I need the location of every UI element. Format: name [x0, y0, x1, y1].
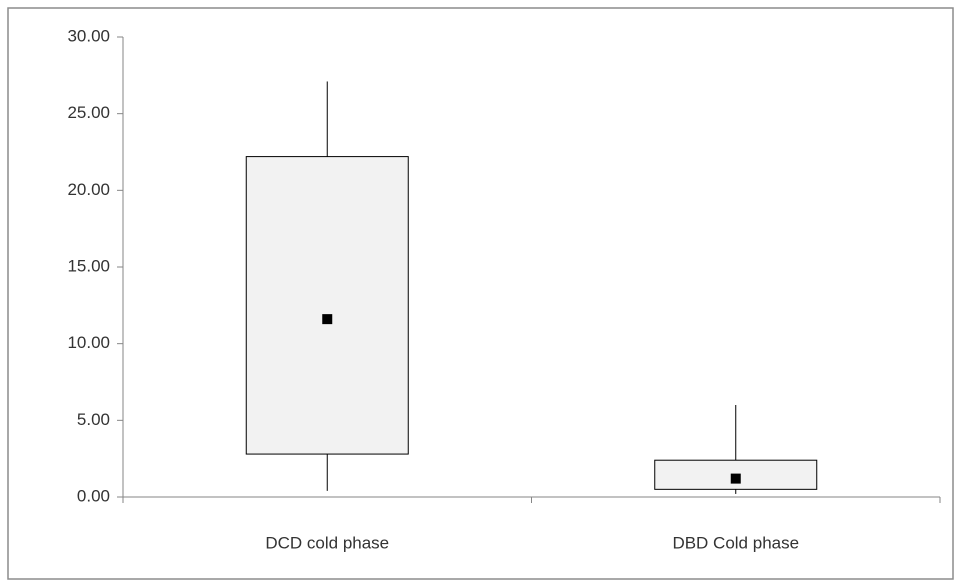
y-tick-label: 15.00	[67, 256, 110, 275]
box	[245, 156, 409, 455]
chart-frame	[7, 7, 954, 580]
y-tick-label: 25.00	[67, 103, 110, 122]
y-tick-label: 10.00	[67, 333, 110, 352]
y-tick-label: 5.00	[77, 410, 110, 429]
y-tick-label: 20.00	[67, 180, 110, 199]
mean-marker	[730, 473, 741, 484]
y-tick-label: 0.00	[77, 486, 110, 505]
x-tick-label: DBD Cold phase	[672, 533, 799, 552]
mean-marker	[322, 314, 333, 325]
x-tick-label: DCD cold phase	[265, 533, 389, 552]
y-tick-label: 30.00	[67, 26, 110, 45]
